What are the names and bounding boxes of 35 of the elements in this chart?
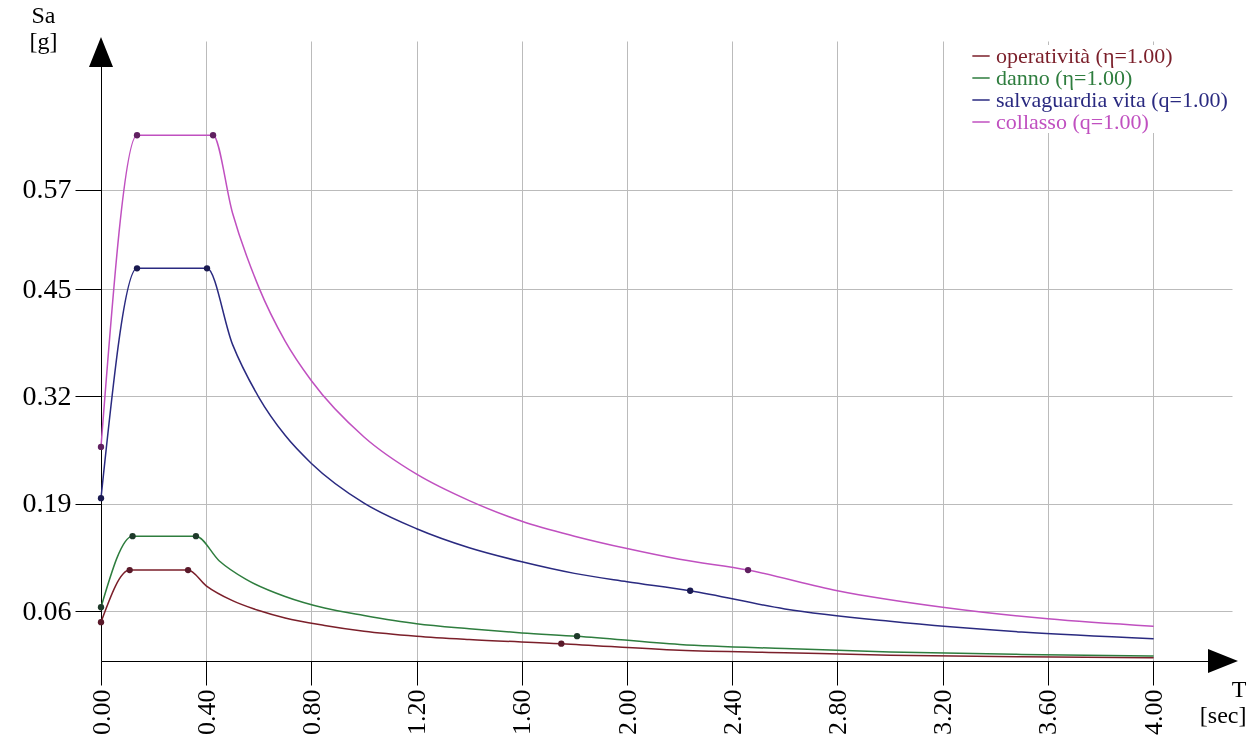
point xyxy=(184,566,192,574)
x-tick-label: 0.00 xyxy=(86,689,116,735)
point xyxy=(129,533,136,540)
point xyxy=(209,132,217,139)
x-tick-label: 4.00 xyxy=(1138,689,1168,735)
y-tick-label: 0.06 xyxy=(22,594,72,626)
y-tick-label: 0.45 xyxy=(22,272,72,304)
point xyxy=(573,633,581,640)
x-tick-label: 2.00 xyxy=(612,689,642,735)
point xyxy=(97,494,105,502)
point xyxy=(97,604,105,611)
y-axis-title: Sa [g] xyxy=(29,1,58,54)
point xyxy=(126,566,133,574)
point xyxy=(687,587,694,594)
x-tick-label: 3.60 xyxy=(1033,689,1063,735)
x-tick-label: 2.80 xyxy=(822,689,852,735)
point xyxy=(192,533,200,540)
point xyxy=(97,443,105,451)
point xyxy=(558,640,565,647)
x-axis-title: T [sec] xyxy=(1199,675,1247,728)
point xyxy=(203,265,211,272)
legend-label: operatività (η=1.00) xyxy=(996,43,1173,68)
x-tick-label: 2.40 xyxy=(717,689,747,735)
y-tick-label: 0.32 xyxy=(22,379,72,411)
point xyxy=(97,618,105,626)
point xyxy=(133,265,141,272)
point xyxy=(744,566,752,574)
y-tick-label: 0.57 xyxy=(22,173,72,205)
x-tick-label: 0.80 xyxy=(296,689,326,735)
x-tick-label: 3.20 xyxy=(928,689,958,735)
x-tick-label: 1.60 xyxy=(507,689,537,735)
point xyxy=(133,132,141,139)
x-tick-label: 0.40 xyxy=(191,689,221,735)
y-tick-label: 0.19 xyxy=(22,487,72,519)
x-tick-label: 1.20 xyxy=(402,689,432,735)
